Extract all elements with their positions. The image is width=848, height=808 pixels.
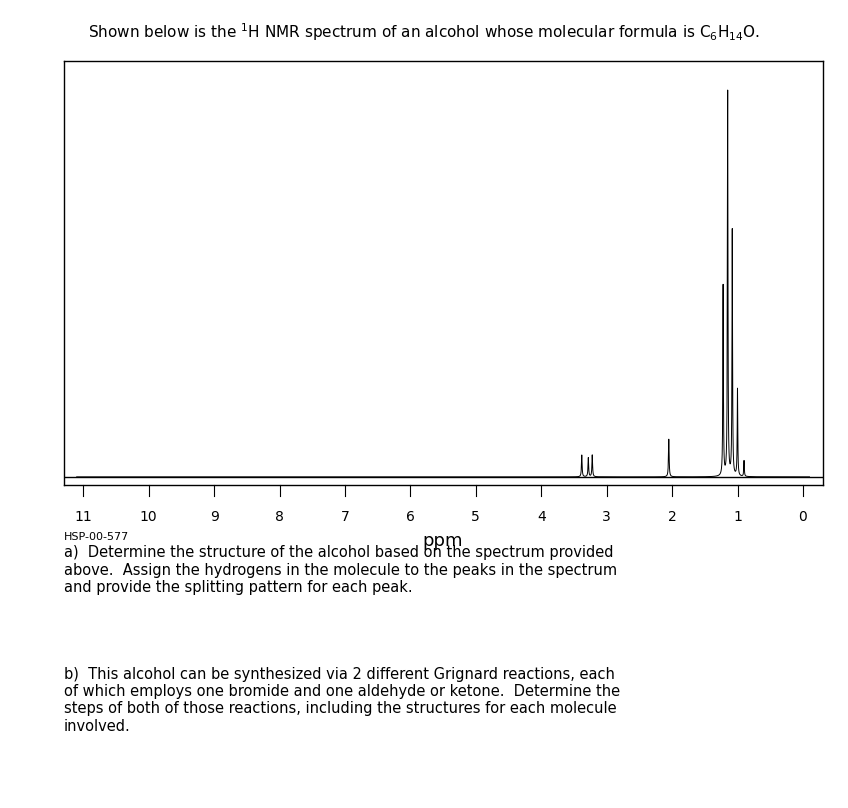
Text: 11: 11: [75, 511, 92, 524]
Text: a)  Determine the structure of the alcohol based on the spectrum provided
above.: a) Determine the structure of the alcoho…: [64, 545, 616, 595]
Text: 9: 9: [209, 511, 219, 524]
Text: ppm: ppm: [423, 532, 463, 550]
Text: 7: 7: [341, 511, 349, 524]
Text: b)  This alcohol can be synthesized via 2 different Grignard reactions, each
of : b) This alcohol can be synthesized via 2…: [64, 667, 620, 734]
Text: 8: 8: [275, 511, 284, 524]
Text: 1: 1: [733, 511, 742, 524]
Text: 3: 3: [602, 511, 611, 524]
Text: HSP-00-577: HSP-00-577: [64, 532, 129, 542]
Text: 0: 0: [799, 511, 807, 524]
Text: Shown below is the $^1$H NMR spectrum of an alcohol whose molecular formula is C: Shown below is the $^1$H NMR spectrum of…: [88, 21, 760, 43]
Text: 2: 2: [667, 511, 677, 524]
Text: 4: 4: [537, 511, 545, 524]
Text: 6: 6: [406, 511, 415, 524]
Text: 10: 10: [140, 511, 158, 524]
Text: 5: 5: [471, 511, 480, 524]
